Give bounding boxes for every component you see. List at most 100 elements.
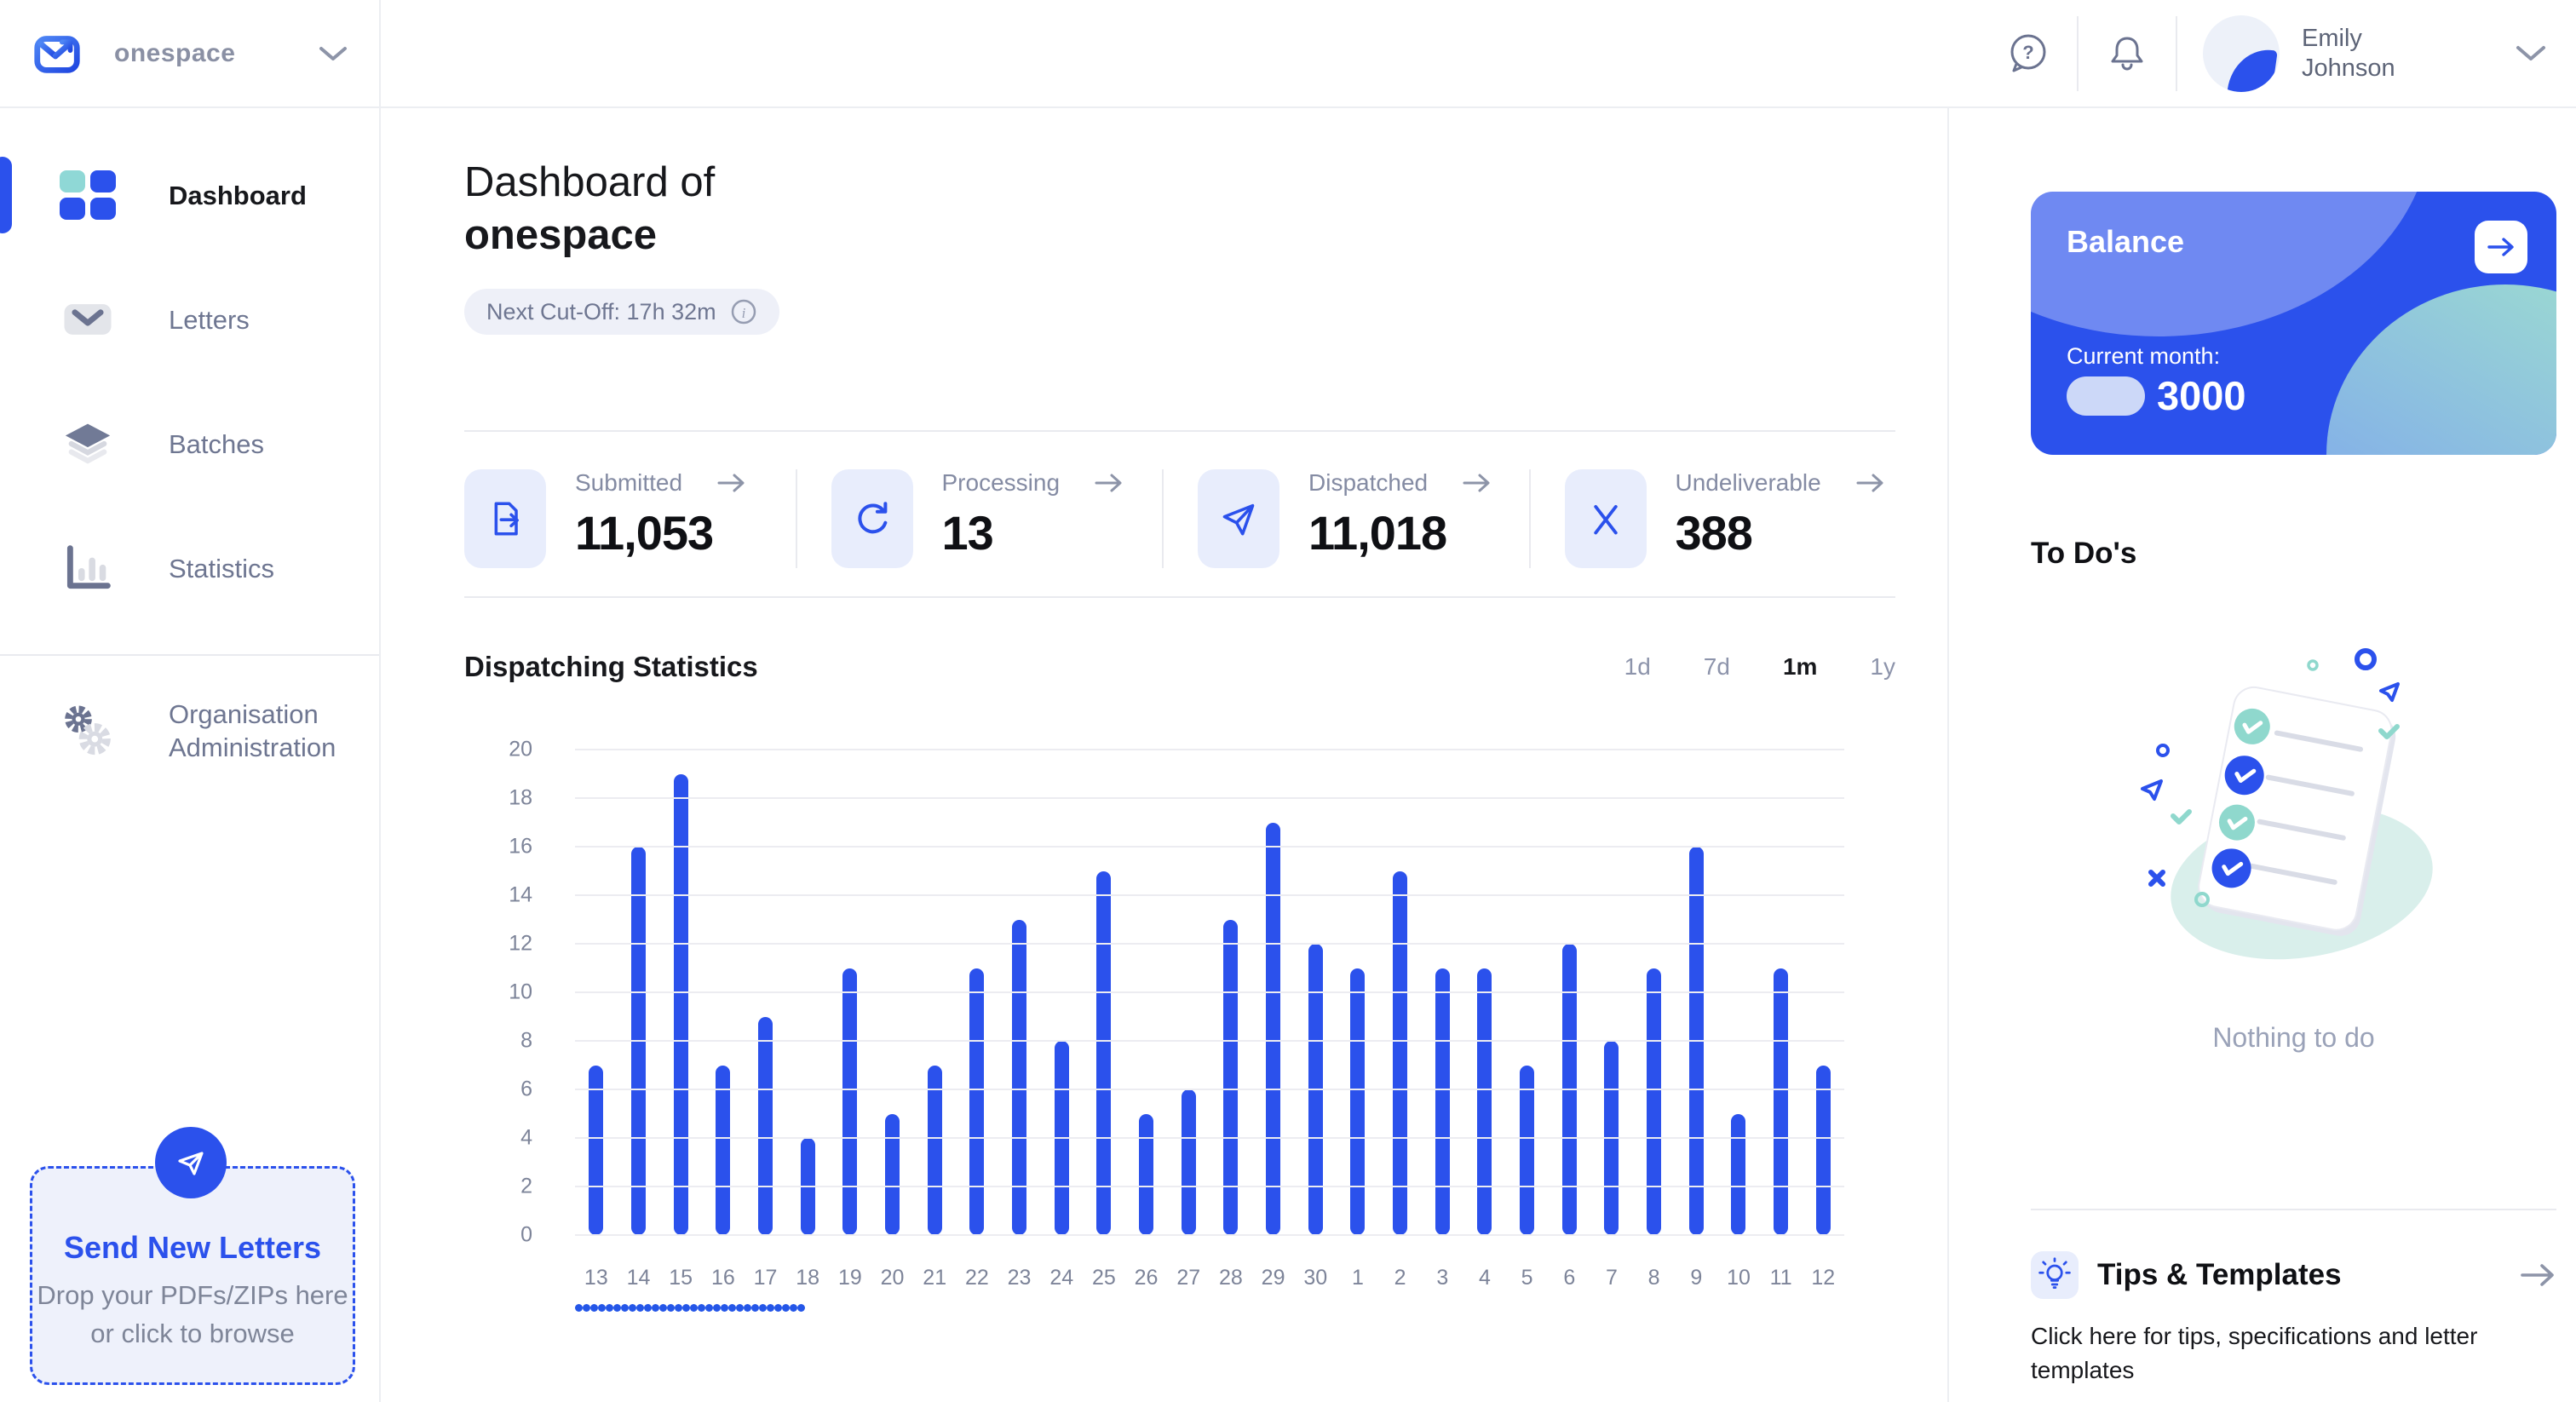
chart-bar[interactable]: [1350, 968, 1366, 1235]
chart-bar[interactable]: [1647, 968, 1662, 1235]
help-icon: ?: [2010, 34, 2046, 72]
tab-1y[interactable]: 1y: [1870, 653, 1895, 680]
chart-bar[interactable]: [1266, 822, 1281, 1235]
chart-bar[interactable]: [1223, 919, 1239, 1235]
chart-bar[interactable]: [1477, 968, 1492, 1235]
gridline: [575, 991, 1844, 993]
arrow-right-icon[interactable]: [716, 472, 747, 494]
chart-column: [1506, 750, 1549, 1235]
balance-arrow-button[interactable]: [2475, 221, 2527, 273]
x-tick-label: 11: [1769, 1266, 1792, 1290]
y-tick-label: 6: [520, 1077, 532, 1101]
gridline: [575, 797, 1844, 799]
chart-bar[interactable]: [1181, 1089, 1196, 1235]
arrow-right-icon[interactable]: [2519, 1261, 2556, 1289]
gridline: [575, 1234, 1844, 1236]
help-button[interactable]: ?: [2005, 31, 2051, 77]
divider: [464, 596, 1895, 598]
chart-bar[interactable]: [1139, 1113, 1154, 1235]
x-tick-label: 26: [1134, 1266, 1159, 1290]
x-tick-label: 24: [1049, 1266, 1074, 1290]
x-tick-label: 23: [1007, 1266, 1032, 1290]
chart-column: [913, 750, 956, 1235]
avatar[interactable]: [2203, 14, 2280, 92]
stat-undeliverable[interactable]: Undeliverable 388: [1528, 469, 1896, 568]
chart-y-axis: 20 18 16 14 12 10 8 6 4 2 0: [464, 738, 532, 1247]
arrow-right-icon[interactable]: [1462, 472, 1492, 494]
chart-bar[interactable]: [1815, 1065, 1831, 1235]
chart-bar[interactable]: [927, 1065, 942, 1235]
stat-dispatched[interactable]: Dispatched 11,018: [1162, 469, 1529, 568]
page-title-prefix: Dashboard of: [464, 159, 716, 205]
x-tick-label: 10: [1727, 1266, 1751, 1290]
x-tick-label: 1: [1351, 1266, 1364, 1290]
gridline: [575, 1186, 1844, 1187]
chart-bar[interactable]: [1774, 968, 1789, 1235]
info-icon[interactable]: i: [730, 298, 757, 325]
sidebar-item-statistics[interactable]: Statistics: [0, 530, 379, 606]
y-tick-label: 10: [509, 980, 532, 1004]
sidebar-item-dashboard[interactable]: Dashboard: [0, 157, 379, 233]
arrow-right-icon[interactable]: [1855, 472, 1886, 494]
divider: [464, 430, 1895, 432]
bell-icon: [2111, 37, 2143, 70]
chart-bar[interactable]: [885, 1113, 900, 1235]
x-tick-label: 19: [837, 1266, 862, 1290]
x-tick-label: 20: [880, 1266, 905, 1290]
stat-processing[interactable]: Processing 13: [795, 469, 1163, 568]
dropzone-title: Send New Letters: [63, 1230, 322, 1265]
page-title: Dashboard of onespace: [464, 156, 1895, 261]
chart-column: [745, 750, 787, 1235]
sidebar-item-organisation-administration[interactable]: Organisation Administration: [0, 692, 379, 769]
paper-plane-icon: [177, 1152, 204, 1175]
notifications-button[interactable]: [2104, 31, 2150, 77]
chevron-down-icon[interactable]: [318, 44, 348, 63]
tips-templates-link[interactable]: Tips & Templates: [2031, 1251, 2556, 1299]
lightbulb-icon: [2031, 1251, 2079, 1299]
tab-1m[interactable]: 1m: [1782, 653, 1818, 680]
dispatching-chart: 20 18 16 14 12 10 8 6 4 2 0 13 14 15 16 17 18 19 20 21 22 23…: [464, 738, 1895, 1312]
bar-chart-icon: [58, 538, 118, 598]
sidebar: onespace Dashboard Letters: [0, 0, 381, 1402]
chart-column: [1252, 750, 1295, 1235]
chart-bar[interactable]: [716, 1065, 731, 1235]
chevron-down-icon[interactable]: [2515, 43, 2547, 64]
chart-column: [575, 750, 618, 1235]
x-tick-label: 28: [1219, 1266, 1243, 1290]
chart-bar[interactable]: [1435, 968, 1450, 1235]
arrow-right-icon[interactable]: [1094, 472, 1124, 494]
avatar-shape: [2227, 44, 2278, 92]
tab-1d[interactable]: 1d: [1624, 653, 1651, 680]
main-content: Dashboard of onespace Next Cut-Off: 17h …: [381, 108, 1947, 1402]
gridline: [575, 1089, 1844, 1090]
y-tick-label: 0: [520, 1222, 532, 1247]
y-tick-label: 4: [520, 1125, 532, 1150]
x-axis-dot: [659, 1304, 667, 1312]
sidebar-item-batches[interactable]: Batches: [0, 405, 379, 482]
chart-column: [702, 750, 745, 1235]
x-tick-label: 21: [923, 1266, 947, 1290]
x-icon: [1564, 469, 1647, 568]
chart-column: [829, 750, 871, 1235]
x-tick-label: 2: [1394, 1266, 1406, 1290]
chart-column: [659, 750, 702, 1235]
chart-bar[interactable]: [589, 1065, 604, 1235]
chart-bar[interactable]: [1731, 1113, 1746, 1235]
chart-bar[interactable]: [1393, 871, 1408, 1235]
x-axis-dot: [652, 1304, 659, 1312]
brand-name: onespace: [114, 38, 236, 67]
x-axis-dot: [774, 1304, 782, 1312]
chart-bar[interactable]: [1012, 919, 1027, 1235]
tab-7d[interactable]: 7d: [1703, 653, 1730, 680]
chart-bar[interactable]: [1096, 871, 1112, 1235]
stat-submitted[interactable]: Submitted 11,053: [464, 469, 796, 568]
chart-bar[interactable]: [969, 968, 985, 1235]
chart-bar[interactable]: [673, 773, 688, 1235]
upload-dropzone[interactable]: Send New Letters Drop your PDFs/ZIPs her…: [30, 1166, 355, 1385]
gridline: [575, 1137, 1844, 1139]
chart-bar[interactable]: [842, 968, 858, 1235]
chart-bar[interactable]: [1520, 1065, 1535, 1235]
chart-bar[interactable]: [758, 1016, 773, 1235]
sidebar-item-letters[interactable]: Letters: [0, 281, 379, 358]
brand-row[interactable]: onespace: [0, 0, 379, 108]
